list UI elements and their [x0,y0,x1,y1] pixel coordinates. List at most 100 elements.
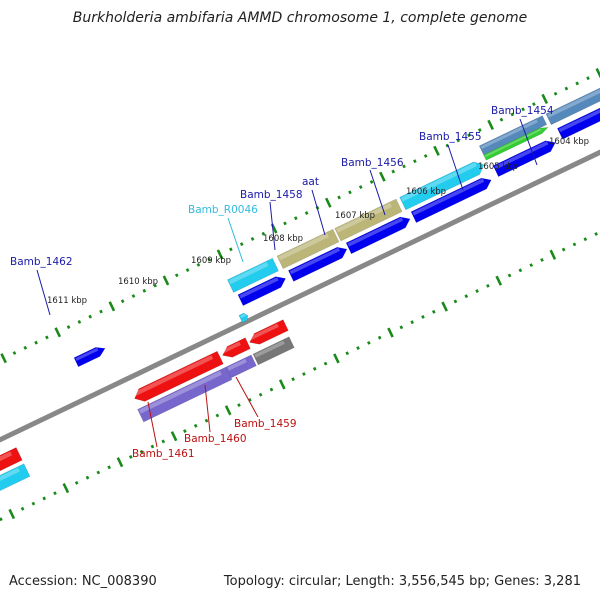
ruler-tick [521,107,525,112]
gene-label: Bamb_1458 [240,189,303,201]
cds-highlight [240,313,247,318]
cds-highlight [0,451,13,467]
kbp-tick-label: 1606 kbp [406,187,446,197]
ruler-tick [441,301,448,312]
ruler-tick [150,444,155,449]
ruler-tick [312,366,317,371]
kbp-tick-label: 1610 kbp [118,277,158,287]
ruler-tick [540,258,544,262]
cds-highlight [228,262,269,285]
ruler-tick [423,154,428,158]
ruler-tick [237,403,241,408]
ruler-tick [34,340,38,345]
cds-highlight [289,247,340,275]
ruler-tick [31,501,36,506]
ruler-tick [399,325,404,330]
ruler-tick [0,353,7,364]
gene-leader-line [204,384,211,433]
gene-leader-line [36,269,51,316]
kbp-tick-label: 1604 kbp [549,137,589,147]
cds-highlight [347,217,404,247]
ruler-tick [595,67,600,79]
ruler-tick [467,133,471,138]
ruler-tick [216,249,224,260]
map-track-group [0,67,600,522]
ruler-tick [291,377,295,382]
genome-summary: Topology: circular; Length: 3,556,545 bp… [223,574,581,589]
ruler-tick [278,379,286,390]
ruler-tick [324,197,332,208]
ruler-tick [487,119,494,130]
cds-feature [334,198,403,242]
cds-highlight [494,141,549,170]
ruler-tick [402,164,406,169]
kbp-tick-label: 1608 kbp [263,234,303,244]
ruler-tick [239,242,244,247]
ruler-tick [348,190,352,195]
ruler-tick [153,283,157,288]
ruler-tick [54,327,62,338]
cds-feature [399,161,485,211]
cds-highlight [75,347,99,361]
gene-label: Bamb_1460 [184,433,247,445]
cds-feature [345,216,411,255]
ruler-tick [224,405,232,416]
ruler-tick [358,185,363,190]
cds-highlight [547,87,600,118]
ruler-tick [387,327,394,338]
gene-leader-line [147,401,158,448]
ruler-tick [367,340,371,345]
ruler-tick [541,93,549,105]
cds-feature [483,126,549,161]
gene-leader-line [369,169,386,216]
kbp-tick-label: 1609 kbp [191,256,231,266]
cds-feature [276,228,340,270]
gene-leader-line [519,118,538,166]
ruler-tick [193,423,198,428]
cds-feature [288,246,348,282]
cds-feature [227,257,279,293]
ruler-tick [377,335,382,340]
gene-leader-line [447,144,464,191]
cds-highlight [558,106,600,133]
gene-leader-line [227,217,244,263]
cds-highlight [221,341,241,354]
ruler-tick [510,112,515,117]
ruler-tick [499,117,504,122]
kbp-tick-label: 1605 kbp [478,162,518,172]
ruler-tick [66,325,71,330]
cds-feature [238,312,249,323]
cds-feature [73,347,106,368]
ruler-tick [204,418,209,423]
ruler-tick [23,345,28,350]
ruler-tick [391,169,396,174]
ruler-tick [128,455,133,459]
ruler-tick [74,480,79,485]
feature-track [0,83,600,492]
cds-feature [237,276,287,306]
forward-ruler [0,67,600,364]
gene-leader-line [311,189,326,236]
ruler-tick [518,268,523,273]
cds-highlight [412,178,485,216]
kbp-tick-label: 1607 kbp [335,211,375,221]
ruler-tick [356,346,360,350]
ruler-tick [45,335,49,340]
ruler-tick [139,449,144,454]
gene-leader-line [235,376,259,418]
cds-feature [252,336,295,366]
ruler-tick [431,309,436,314]
ruler-tick [108,301,116,312]
ruler-tick [42,496,47,501]
cds-highlight [480,119,538,150]
gene-label: Bamb_R0046 [188,204,258,216]
ruler-tick [477,128,482,132]
ruler-tick [116,457,124,468]
ruler-tick [549,249,557,260]
ruler-tick [583,237,588,242]
ruler-tick [0,517,3,522]
ruler-tick [594,232,598,236]
